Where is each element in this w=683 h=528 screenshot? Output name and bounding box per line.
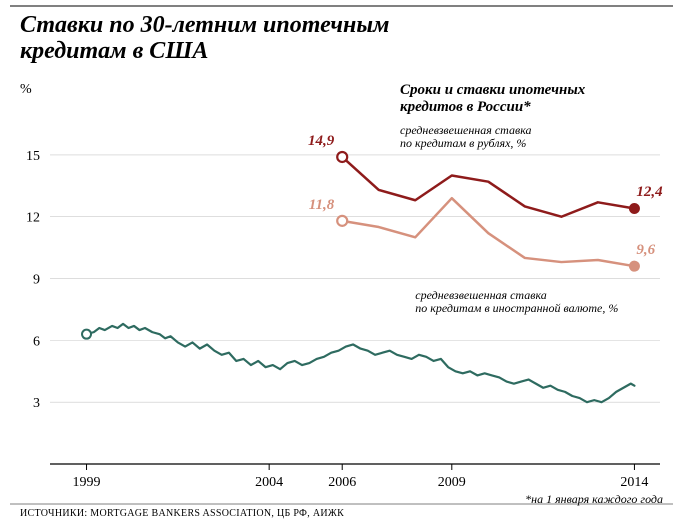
- data-label: 9,6: [636, 242, 655, 259]
- svg-text:2014: 2014: [620, 475, 648, 490]
- chart-canvas: 3 6 9 12 15 1999 2004 2006 2009 2014: [0, 0, 683, 528]
- svg-text:2006: 2006: [328, 475, 356, 490]
- data-label: 12,4: [636, 184, 662, 201]
- data-label: 11,8: [309, 197, 334, 214]
- data-label: 14,9: [308, 133, 334, 150]
- svg-text:1999: 1999: [73, 475, 101, 490]
- svg-text:15: 15: [26, 149, 40, 164]
- source-line: ИСТОЧНИКИ: MORTGAGE BANKERS ASSOCIATION,…: [20, 508, 344, 519]
- svg-text:2009: 2009: [438, 475, 466, 490]
- svg-text:3: 3: [33, 396, 40, 411]
- svg-text:2004: 2004: [255, 475, 283, 490]
- svg-text:12: 12: [26, 211, 40, 226]
- footnote: *на 1 января каждого года: [525, 492, 663, 507]
- svg-text:9: 9: [33, 273, 40, 288]
- svg-text:6: 6: [33, 334, 40, 349]
